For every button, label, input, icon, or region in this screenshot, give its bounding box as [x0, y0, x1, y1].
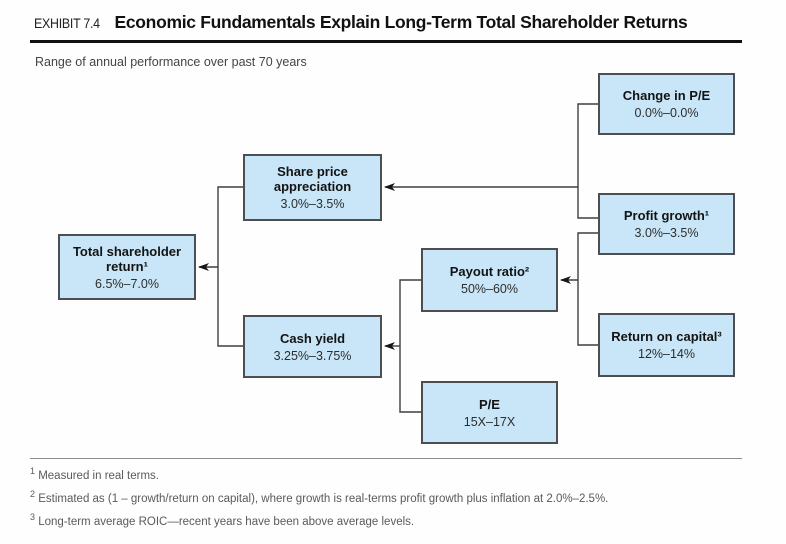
footnote-marker: 1 [30, 466, 36, 476]
footnote-text: Long-term average ROIC—recent years have… [35, 515, 415, 528]
box-label: P/E [479, 396, 500, 412]
exhibit-header: EXHIBIT 7.4 Economic Fundamentals Explai… [34, 12, 754, 33]
box-value: 3.0%–3.5% [280, 197, 345, 211]
box-value: 12%–14% [638, 347, 695, 361]
box-value: 50%–60% [461, 282, 518, 296]
page-title: Economic Fundamentals Explain Long-Term … [114, 12, 688, 32]
footnote-marker: 2 [30, 489, 36, 499]
box-return-on-capital: Return on capital³ 12%–14% [598, 313, 735, 377]
box-payout-ratio: Payout ratio² 50%–60% [421, 248, 558, 312]
box-value: 15X–17X [463, 414, 516, 429]
box-total-shareholder-return: Total shareholder return¹ 6.5%–7.0% [58, 234, 196, 300]
footnote-1: 1 Measured in real terms. [30, 464, 159, 484]
footnote-marker: 3 [30, 512, 36, 522]
footnote-rule [30, 458, 742, 459]
bracket-pe-growth [577, 103, 598, 219]
title-rule [30, 40, 742, 43]
box-label: Payout ratio² [449, 264, 530, 279]
box-value: 6.5%–7.0% [95, 276, 159, 291]
bracket-growth-roic [577, 232, 598, 346]
box-label: Share price appreciation [273, 164, 352, 194]
box-label: Total shareholder return¹ [72, 243, 182, 274]
box-share-price-appreciation: Share price appreciation 3.0%–3.5% [243, 154, 382, 221]
footnote-text: Estimated as (1 – growth/return on capit… [35, 492, 609, 505]
bracket-payout-pe [399, 279, 421, 413]
box-label: Change in P/E [622, 88, 711, 103]
subtitle: Range of annual performance over past 70… [35, 55, 307, 69]
box-value: 3.0%–3.5% [634, 226, 699, 240]
box-value: 3.25%–3.75% [273, 348, 352, 363]
box-cash-yield: Cash yield 3.25%–3.75% [243, 315, 382, 378]
footnote-2: 2 Estimated as (1 – growth/return on cap… [30, 487, 608, 507]
box-change-in-pe: Change in P/E 0.0%–0.0% [598, 73, 735, 135]
box-pe-multiple: P/E 15X–17X [421, 381, 558, 444]
bracket-appreciation-yield [217, 186, 243, 347]
box-label: Return on capital³ [611, 329, 722, 344]
footnote-3: 3 Long-term average ROIC—recent years ha… [30, 510, 414, 530]
box-profit-growth: Profit growth¹ 3.0%–3.5% [598, 193, 735, 255]
footnote-text: Measured in real terms. [35, 469, 160, 482]
box-label: Profit growth¹ [623, 208, 710, 223]
box-value: 0.0%–0.0% [634, 106, 699, 120]
box-label: Cash yield [279, 330, 346, 346]
exhibit-number-label: EXHIBIT 7.4 [34, 16, 100, 31]
